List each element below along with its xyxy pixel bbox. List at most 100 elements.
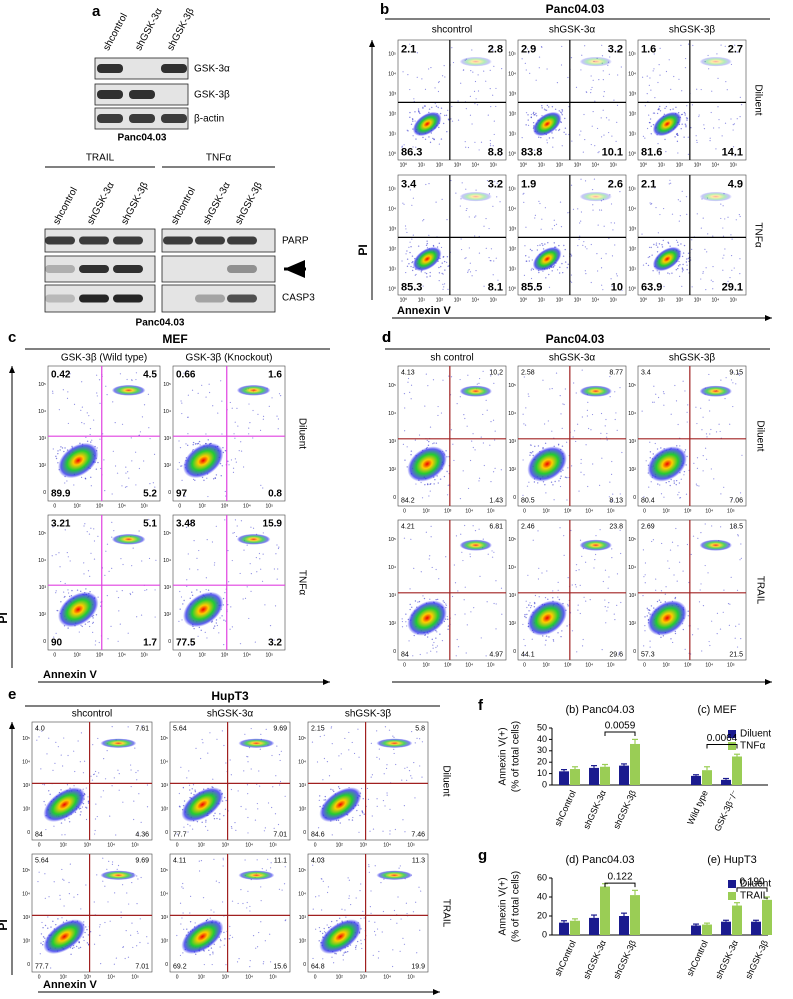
event-dot	[662, 239, 664, 242]
event-dot	[439, 478, 442, 480]
y-tick-label: 10²	[629, 246, 637, 252]
event-dot	[430, 66, 432, 69]
event-dot	[570, 57, 573, 59]
event-dot	[422, 136, 424, 139]
event-dot	[61, 447, 64, 449]
event-dot	[73, 896, 75, 898]
quadrant-value: 1.7	[143, 638, 157, 649]
event-dot	[193, 540, 195, 542]
quadrant-value: 8.13	[609, 498, 623, 505]
event-dot	[424, 105, 426, 107]
event-dot	[529, 602, 531, 604]
flow-frame	[172, 514, 286, 651]
event-dot	[605, 418, 607, 421]
event-dot	[403, 144, 405, 146]
x-tick-label: GSK-3β⁻/⁻	[712, 788, 740, 832]
event-dot	[130, 785, 132, 788]
event-dot	[702, 272, 704, 274]
event-dot	[703, 128, 706, 130]
event-dot	[355, 948, 357, 950]
event-dot	[50, 926, 52, 928]
event-dot	[660, 447, 662, 449]
event-dot	[56, 609, 58, 612]
event-dot	[571, 584, 573, 586]
event-dot	[277, 568, 279, 570]
quadrant-value: 2.69	[641, 524, 655, 531]
event-dot	[580, 462, 582, 464]
x-tick-label: 0	[643, 508, 646, 514]
event-dot	[441, 262, 443, 264]
event-dot	[60, 601, 62, 603]
event-dot	[551, 270, 553, 272]
event-dot	[583, 596, 585, 598]
x-tick-label: 0	[523, 662, 526, 668]
event-dot	[643, 525, 645, 527]
event-dot	[212, 478, 215, 480]
bar	[630, 743, 640, 785]
event-dot	[348, 749, 350, 751]
event-dot	[84, 478, 87, 480]
event-dot	[182, 952, 184, 954]
event-dot	[499, 201, 501, 203]
event-dot	[719, 430, 721, 433]
event-dot	[435, 637, 437, 639]
x-tick-label: shGSK-3α	[713, 939, 740, 981]
x-tick-label: 0	[176, 974, 179, 980]
event-dot	[614, 244, 616, 246]
event-dot	[422, 107, 424, 109]
event-dot	[404, 831, 406, 833]
event-dot	[278, 784, 281, 786]
event-dot	[47, 916, 49, 918]
event-dot	[493, 551, 495, 553]
event-dot	[679, 200, 681, 202]
event-dot	[104, 574, 106, 576]
event-dot	[561, 108, 563, 111]
event-dot	[94, 829, 96, 832]
y-axis-title: Annexin V(+)	[498, 727, 509, 785]
event-dot	[273, 639, 275, 641]
event-dot	[696, 422, 698, 425]
legend-label: TNFα	[740, 741, 765, 752]
event-dot	[76, 589, 79, 591]
event-dot	[242, 466, 245, 468]
event-dot	[233, 531, 235, 534]
event-dot	[104, 885, 106, 887]
panel-title: Panc04.03	[546, 2, 605, 16]
event-dot	[652, 401, 654, 403]
event-dot	[462, 470, 464, 472]
event-dot	[665, 105, 668, 108]
event-dot	[551, 387, 553, 390]
event-dot	[318, 799, 320, 801]
event-dot	[697, 537, 699, 540]
y-tick-label: 10²	[389, 246, 397, 252]
event-dot	[556, 81, 559, 84]
event-dot	[455, 535, 458, 537]
event-dot	[359, 890, 361, 892]
event-dot	[410, 123, 413, 125]
event-dot	[424, 405, 426, 407]
event-dot	[126, 378, 128, 381]
event-dot	[470, 611, 472, 613]
y-tick-label: 10⁴	[163, 409, 171, 415]
event-dot	[409, 111, 411, 114]
event-dot	[731, 498, 733, 500]
event-dot	[344, 737, 346, 740]
event-dot	[590, 429, 592, 431]
event-dot	[110, 625, 112, 628]
event-dot	[58, 409, 60, 411]
event-dot	[688, 581, 690, 584]
event-dot	[66, 480, 68, 482]
event-dot	[63, 905, 65, 907]
event-dot	[462, 559, 464, 562]
event-dot	[739, 492, 742, 494]
event-dot	[674, 596, 677, 599]
event-dot	[611, 557, 613, 559]
event-dot	[136, 945, 138, 947]
event-dot	[435, 201, 437, 203]
quadrant-value: 19.9	[411, 964, 425, 971]
band	[161, 114, 187, 123]
event-dot	[402, 937, 404, 939]
event-dot	[602, 79, 604, 81]
event-dot	[693, 462, 695, 464]
event-dot	[89, 575, 91, 577]
